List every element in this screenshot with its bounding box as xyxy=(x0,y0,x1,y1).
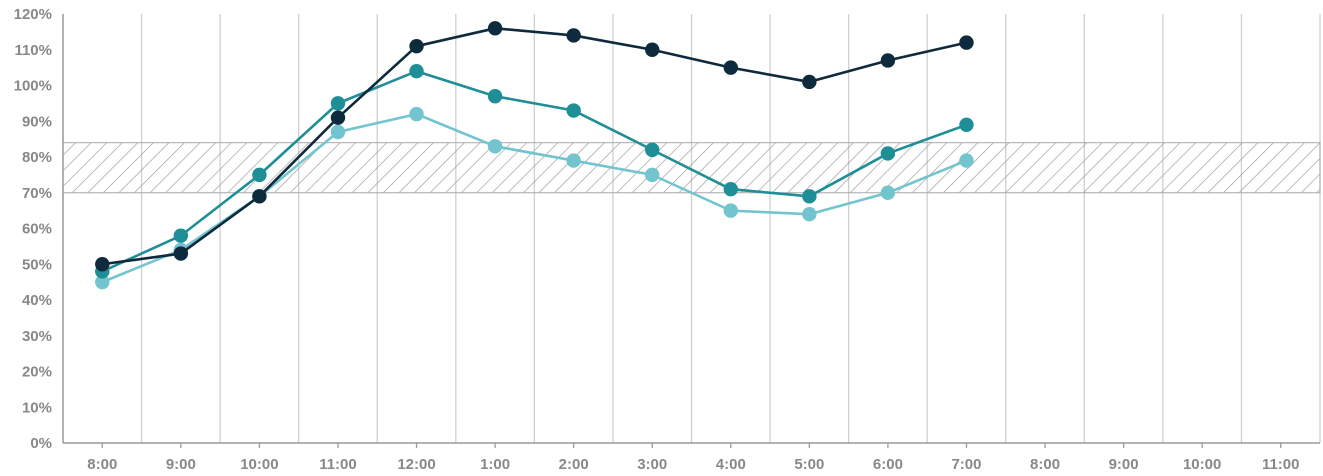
x-tick-label: 10:00 xyxy=(1183,456,1221,473)
y-tick-label: 50% xyxy=(22,256,52,273)
grid-lines xyxy=(140,14,1321,443)
series-line xyxy=(102,26,967,266)
series-line xyxy=(101,69,967,273)
y-tick-label: 10% xyxy=(22,399,52,416)
y-tick-labels: 0% 10% 20% 30% 40% 50% 60% 70% 80% 90% 100% 110% 120… xyxy=(14,6,52,452)
data-point xyxy=(330,96,346,111)
data-point xyxy=(409,106,424,122)
data-point xyxy=(880,53,896,68)
x-tick-label: 6:00 xyxy=(873,456,903,473)
data-point xyxy=(566,28,581,43)
data-point xyxy=(566,153,581,168)
data-point xyxy=(802,189,817,204)
data-point xyxy=(880,185,896,200)
data-point xyxy=(959,35,974,50)
data-point xyxy=(487,21,503,36)
y-tick-label: 90% xyxy=(22,113,52,130)
axes xyxy=(62,14,1320,448)
data-point xyxy=(173,246,189,261)
data-point xyxy=(802,207,817,222)
data-point xyxy=(173,228,189,243)
data-point xyxy=(723,60,738,75)
data-point xyxy=(880,146,896,161)
data-point xyxy=(409,63,424,79)
x-tick-label: 8:00 xyxy=(1030,456,1060,473)
x-tick-label: 3:00 xyxy=(637,456,667,473)
x-tick-labels: 8:00 9:00 10:00 11:00 12:00 1:00 2:00 3:00 4:00 5… xyxy=(87,456,1299,473)
x-tick-label: 4:00 xyxy=(716,456,746,473)
y-tick-label: 100% xyxy=(14,78,52,95)
x-tick-label: 5:00 xyxy=(794,456,824,473)
y-tick-label: 0% xyxy=(30,435,52,452)
y-tick-label: 110% xyxy=(14,42,52,59)
data-point xyxy=(95,274,110,290)
data-point xyxy=(487,139,503,154)
data-point xyxy=(252,189,267,204)
data-point xyxy=(723,203,738,218)
y-tick-label: 120% xyxy=(14,6,52,23)
data-point xyxy=(802,74,817,90)
data-point xyxy=(959,117,974,133)
y-tick-label: 40% xyxy=(22,292,52,309)
data-point xyxy=(959,153,974,168)
data-point xyxy=(645,167,660,183)
x-tick-label: 2:00 xyxy=(559,456,589,473)
x-tick-label: 1:00 xyxy=(480,456,510,473)
x-tick-label: 11:00 xyxy=(319,456,357,473)
y-tick-label: 70% xyxy=(22,185,52,202)
x-tick-label: 12:00 xyxy=(397,456,435,473)
data-point xyxy=(487,89,503,104)
y-tick-label: 30% xyxy=(22,328,52,345)
data-point xyxy=(330,124,346,140)
x-tick-label: 11:00 xyxy=(1262,456,1300,473)
x-tick-label: 9:00 xyxy=(1109,456,1139,473)
data-point xyxy=(95,257,110,272)
y-tick-label: 60% xyxy=(22,221,52,238)
data-point xyxy=(723,181,738,197)
x-tick-label: 9:00 xyxy=(166,456,196,473)
x-tick-label: 8:00 xyxy=(87,456,117,473)
data-point xyxy=(409,38,424,54)
target-band xyxy=(62,142,1321,194)
y-tick-label: 80% xyxy=(22,149,52,166)
y-tick-label: 20% xyxy=(22,364,52,381)
data-point xyxy=(645,42,660,57)
x-tick-label: 7:00 xyxy=(951,456,981,473)
data-point xyxy=(566,103,581,118)
series-lines xyxy=(95,21,974,290)
data-point xyxy=(252,167,267,183)
data-point xyxy=(330,110,346,125)
series-3 xyxy=(95,21,974,272)
data-point xyxy=(645,142,660,158)
x-tick-label: 10:00 xyxy=(240,456,278,473)
